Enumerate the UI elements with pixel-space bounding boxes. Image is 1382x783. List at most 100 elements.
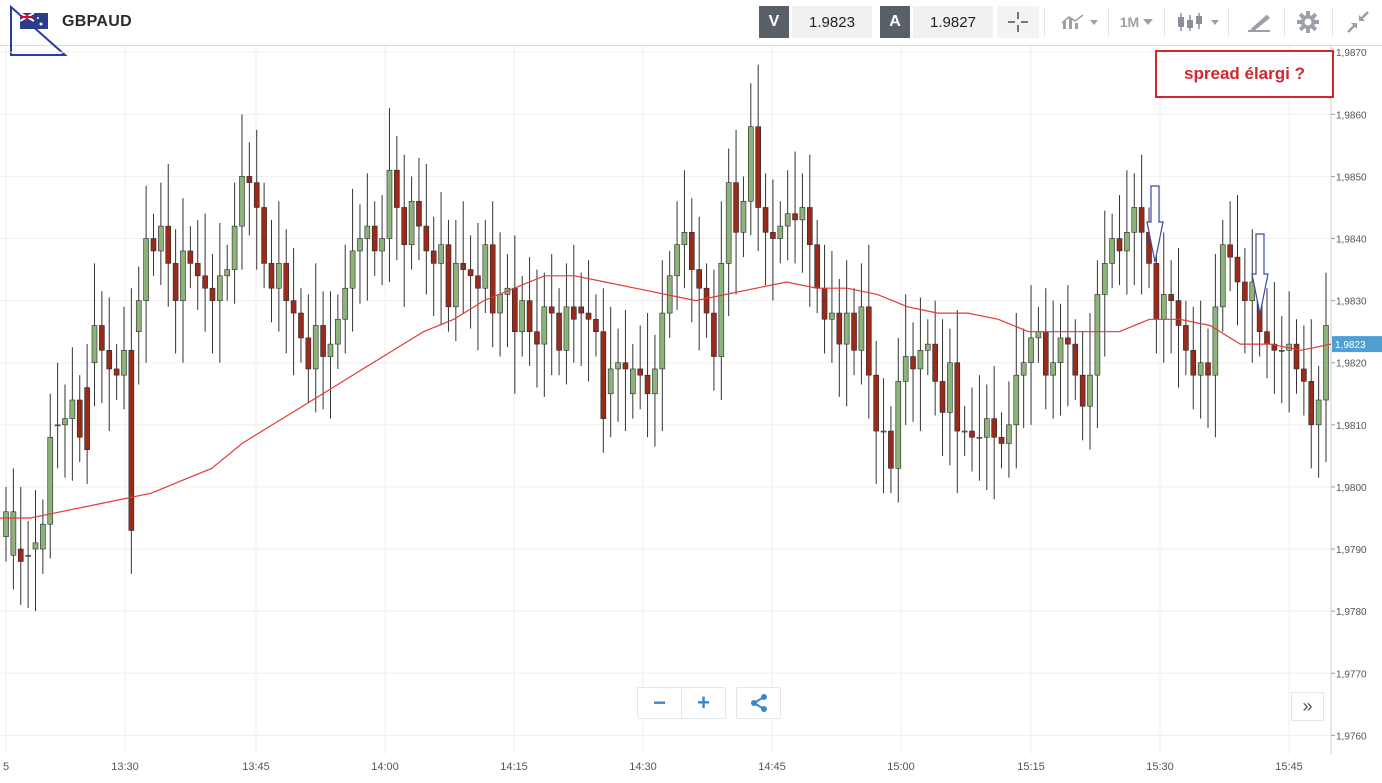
candle bbox=[630, 344, 636, 419]
candle-body-bull bbox=[740, 200, 747, 233]
buy-label[interactable]: A bbox=[880, 6, 910, 38]
candle-body-bull bbox=[681, 232, 688, 246]
candle bbox=[1050, 300, 1056, 419]
sell-price[interactable]: 1.9823 bbox=[792, 6, 872, 38]
candle bbox=[902, 294, 909, 425]
candle-body-bear bbox=[821, 287, 828, 320]
candle-body-bear bbox=[571, 306, 577, 320]
candle-body-bull bbox=[239, 176, 245, 227]
candle bbox=[563, 263, 570, 385]
candle-body-bull bbox=[961, 430, 968, 433]
candle-body-bull bbox=[563, 306, 570, 351]
candle-body-bull bbox=[1131, 207, 1138, 233]
candle-body-bull bbox=[1013, 374, 1020, 426]
candle-body-bear bbox=[202, 275, 208, 289]
x-tick-label: 13:30 bbox=[111, 761, 139, 773]
candle-body-bear bbox=[298, 312, 304, 339]
candle-body-bear bbox=[128, 350, 135, 531]
candle-body-bear bbox=[556, 312, 562, 351]
timeframe-button[interactable]: 1M bbox=[1114, 6, 1160, 38]
candle-body-bear bbox=[268, 263, 275, 289]
candle-body-bear bbox=[320, 325, 326, 357]
sell-label[interactable]: V bbox=[759, 6, 789, 38]
gear-icon bbox=[1297, 11, 1319, 33]
candle-body-bull bbox=[1323, 325, 1329, 401]
candle-body-bear bbox=[246, 176, 253, 183]
candle bbox=[445, 219, 452, 332]
candle-body-bull bbox=[91, 325, 98, 364]
candle-body-bull bbox=[143, 238, 149, 301]
candle bbox=[342, 244, 349, 354]
candle bbox=[1006, 381, 1012, 478]
candle bbox=[1219, 219, 1226, 332]
candle bbox=[327, 291, 334, 419]
chart-type-button[interactable] bbox=[1172, 6, 1224, 38]
symbol-title: GBPAUD bbox=[62, 13, 132, 30]
candle bbox=[733, 129, 739, 295]
candle-body-bull bbox=[25, 554, 31, 557]
candle bbox=[99, 291, 105, 404]
candle-body-bear bbox=[445, 244, 452, 308]
candle bbox=[1249, 229, 1256, 363]
indicators-button[interactable] bbox=[1054, 6, 1104, 38]
candle-body-bull bbox=[1197, 362, 1204, 376]
share-button[interactable] bbox=[736, 687, 781, 719]
last-price-label: 1,9823 bbox=[1335, 340, 1366, 351]
candle bbox=[888, 406, 894, 494]
price-chart[interactable]: 1,9870 1,9860 1,9850 1,9840 1,9830 1,9820 1,98… bbox=[0, 46, 1382, 783]
candle bbox=[1183, 300, 1189, 376]
candle-body-bear bbox=[792, 213, 798, 221]
candle bbox=[268, 219, 275, 323]
candle bbox=[1286, 291, 1292, 413]
candle-body-bear bbox=[84, 387, 90, 450]
settings-button[interactable] bbox=[1288, 6, 1328, 38]
candlestick-chart-svg[interactable]: 1,9870 1,9860 1,9850 1,9840 1,9830 1,9820 1,98… bbox=[0, 46, 1382, 783]
candle bbox=[158, 182, 164, 286]
candle-body-bull bbox=[1094, 294, 1101, 376]
candle-body-bull bbox=[895, 381, 902, 469]
candle bbox=[349, 188, 356, 332]
candle bbox=[1278, 316, 1285, 404]
collapse-button[interactable] bbox=[1338, 6, 1378, 38]
candle bbox=[947, 328, 953, 466]
candle bbox=[851, 288, 857, 376]
candle bbox=[217, 223, 223, 363]
buy-price[interactable]: 1.9827 bbox=[913, 6, 993, 38]
candle bbox=[3, 486, 9, 562]
candle-body-bull bbox=[983, 418, 990, 438]
zoom-out-button[interactable]: − bbox=[653, 690, 666, 715]
x-tick-label: 14:30 bbox=[629, 761, 657, 773]
candle bbox=[858, 263, 865, 385]
candle-body-bear bbox=[954, 362, 961, 432]
zoom-in-button[interactable]: + bbox=[681, 688, 725, 718]
candle-body-bear bbox=[733, 182, 739, 233]
candle bbox=[1094, 260, 1101, 428]
candle bbox=[408, 176, 415, 270]
candle-body-bear bbox=[416, 200, 422, 227]
candle bbox=[1124, 170, 1130, 295]
candle bbox=[681, 170, 688, 289]
candle-body-bear bbox=[1205, 362, 1211, 376]
candle bbox=[637, 325, 643, 410]
crosshair-button[interactable] bbox=[997, 6, 1039, 38]
candle bbox=[792, 151, 798, 264]
candle-body-bear bbox=[534, 331, 540, 345]
candle-body-bear bbox=[113, 368, 120, 376]
candle bbox=[1131, 173, 1138, 286]
candle bbox=[25, 521, 31, 609]
scroll-to-end-button[interactable]: » bbox=[1291, 692, 1324, 721]
candle bbox=[585, 260, 592, 382]
drawing-tools-button[interactable] bbox=[1238, 6, 1280, 38]
candle-body-bear bbox=[283, 263, 290, 301]
candle-body-bull bbox=[40, 523, 46, 550]
candle-body-bull bbox=[607, 368, 614, 395]
candle bbox=[430, 216, 437, 317]
candle bbox=[357, 204, 363, 304]
candle-body-bull bbox=[158, 225, 164, 252]
candle-body-bull bbox=[947, 362, 953, 413]
candle-body-bear bbox=[1271, 343, 1278, 351]
candle bbox=[711, 269, 717, 391]
candle bbox=[983, 384, 990, 491]
candle-body-bear bbox=[261, 207, 267, 264]
candle-body-bear bbox=[873, 374, 879, 432]
